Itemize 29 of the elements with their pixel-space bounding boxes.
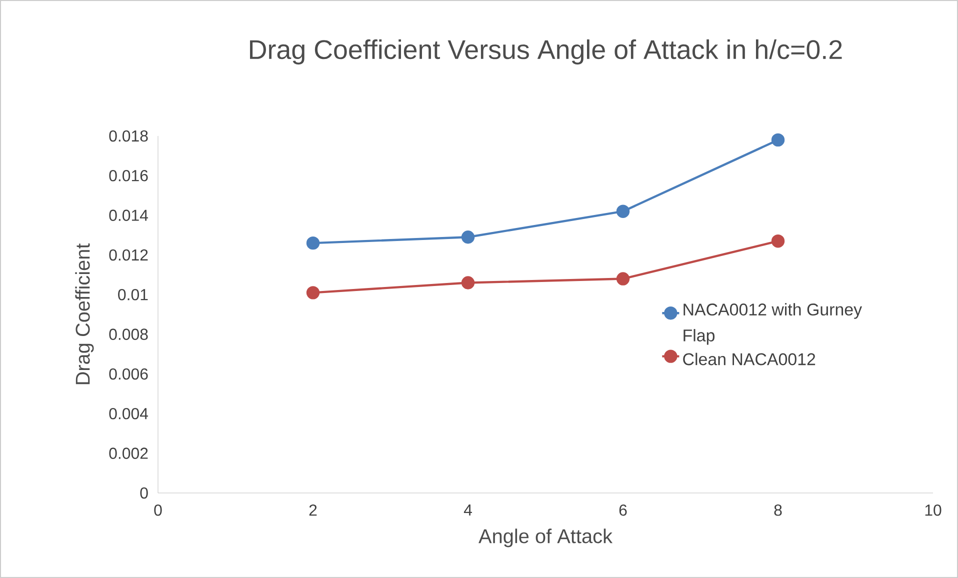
y-tick-label: 0.004 [109,408,148,420]
point [616,204,630,218]
x-tick-label: 10 [925,504,942,516]
point [771,234,785,248]
x-tick-label: 2 [309,504,317,516]
y-tick-label: 0.002 [109,448,148,459]
y-tick-label: 0.008 [109,328,148,340]
point [616,272,630,286]
y-tick-label: 0.01 [118,289,148,300]
point [771,133,785,147]
y-tick-label: 0.018 [109,130,148,142]
chart-title: Drag Coefficient Versus Angle of Attack in h/c=0.2 [250,39,842,64]
x-tick-label: 8 [774,504,782,516]
x-axis-title: Angle of Attack [478,528,613,548]
point [306,236,320,250]
point [461,230,475,244]
y-tick-label: 0.016 [109,170,148,182]
y-tick-label: 0.012 [109,249,148,261]
y-tick-label: 0 [140,487,148,499]
x-tick-label: 4 [464,504,472,516]
y-axis-title: Drag Coefficient [75,243,94,384]
y-tick-label: 0.014 [109,210,148,221]
legend-label: NACA0012 with Gurney Flap [684,303,862,345]
y-tick-label: 0.006 [109,368,148,380]
point [306,286,320,300]
x-tick-label: 0 [154,504,162,516]
point [461,276,475,290]
legend-label: Clean NACA0012 [683,352,816,366]
x-tick-label: 6 [619,504,627,516]
